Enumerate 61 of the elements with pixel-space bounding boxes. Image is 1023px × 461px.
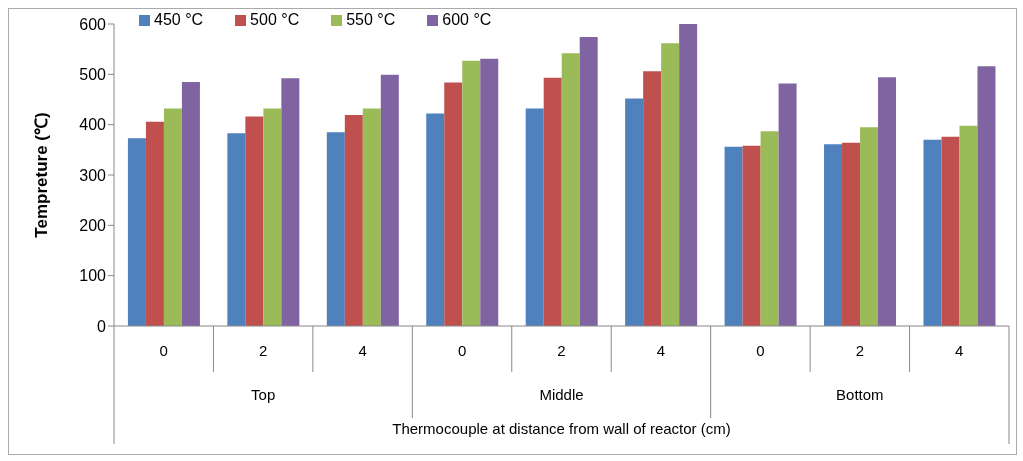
bar — [643, 71, 662, 326]
legend-label: 600 °C — [442, 11, 492, 28]
x-tick-label: 4 — [955, 342, 964, 359]
bar — [380, 74, 399, 326]
bar — [426, 113, 445, 326]
bar — [679, 24, 698, 326]
bar — [245, 116, 264, 326]
bar — [561, 53, 580, 326]
bar — [263, 108, 282, 326]
bar — [878, 77, 897, 326]
bar — [462, 60, 481, 326]
bar — [344, 115, 363, 326]
y-tick-label: 300 — [79, 166, 107, 184]
bar — [860, 127, 879, 326]
bar — [227, 133, 246, 326]
bar — [742, 145, 761, 326]
bar — [959, 125, 978, 326]
legend-label: 550 °C — [346, 11, 396, 28]
bar — [977, 66, 996, 326]
bar — [145, 121, 164, 326]
x-tick-label: 2 — [855, 342, 865, 359]
bar — [326, 132, 345, 326]
bar — [127, 138, 146, 326]
x-tick-label: 2 — [258, 342, 268, 359]
bar — [579, 37, 598, 326]
bar — [724, 146, 743, 326]
bar — [181, 81, 200, 326]
bar — [661, 43, 680, 326]
legend-label: 450 °C — [154, 11, 204, 28]
y-tick-label: 100 — [79, 267, 107, 285]
y-tick-label: 200 — [79, 217, 107, 235]
bar — [760, 131, 779, 326]
x-tick-label: 4 — [656, 342, 666, 359]
y-axis-title: Tempreture (℃) — [32, 112, 52, 238]
x-axis-title: Thermocouple at distance from wall of reactor (cm) — [392, 420, 731, 437]
y-tick-label: 600 — [79, 15, 107, 33]
x-tick-label: 2 — [557, 342, 566, 359]
y-tick-label: 500 — [79, 66, 107, 84]
x-tick-label: 0 — [159, 342, 168, 359]
text: Top — [251, 386, 276, 403]
bar — [362, 108, 381, 326]
y-tick-label: 400 — [79, 116, 107, 134]
bar — [778, 83, 797, 326]
y-tick-label: 0 — [97, 317, 107, 335]
bar — [543, 77, 562, 326]
text: Bottom — [836, 386, 884, 403]
bar — [625, 98, 644, 326]
bar — [444, 82, 463, 326]
bar — [941, 136, 960, 326]
bar — [281, 78, 300, 326]
x-tick-label: 0 — [756, 342, 765, 359]
bar — [480, 58, 499, 326]
text: Middle — [539, 386, 584, 403]
bar — [824, 144, 843, 326]
bar — [923, 139, 942, 326]
legend-label: 500 °C — [250, 11, 300, 28]
x-tick-label: 4 — [358, 342, 367, 359]
bar — [842, 142, 861, 326]
bar — [525, 108, 544, 326]
bar — [163, 108, 182, 326]
x-tick-label: 0 — [457, 342, 467, 359]
